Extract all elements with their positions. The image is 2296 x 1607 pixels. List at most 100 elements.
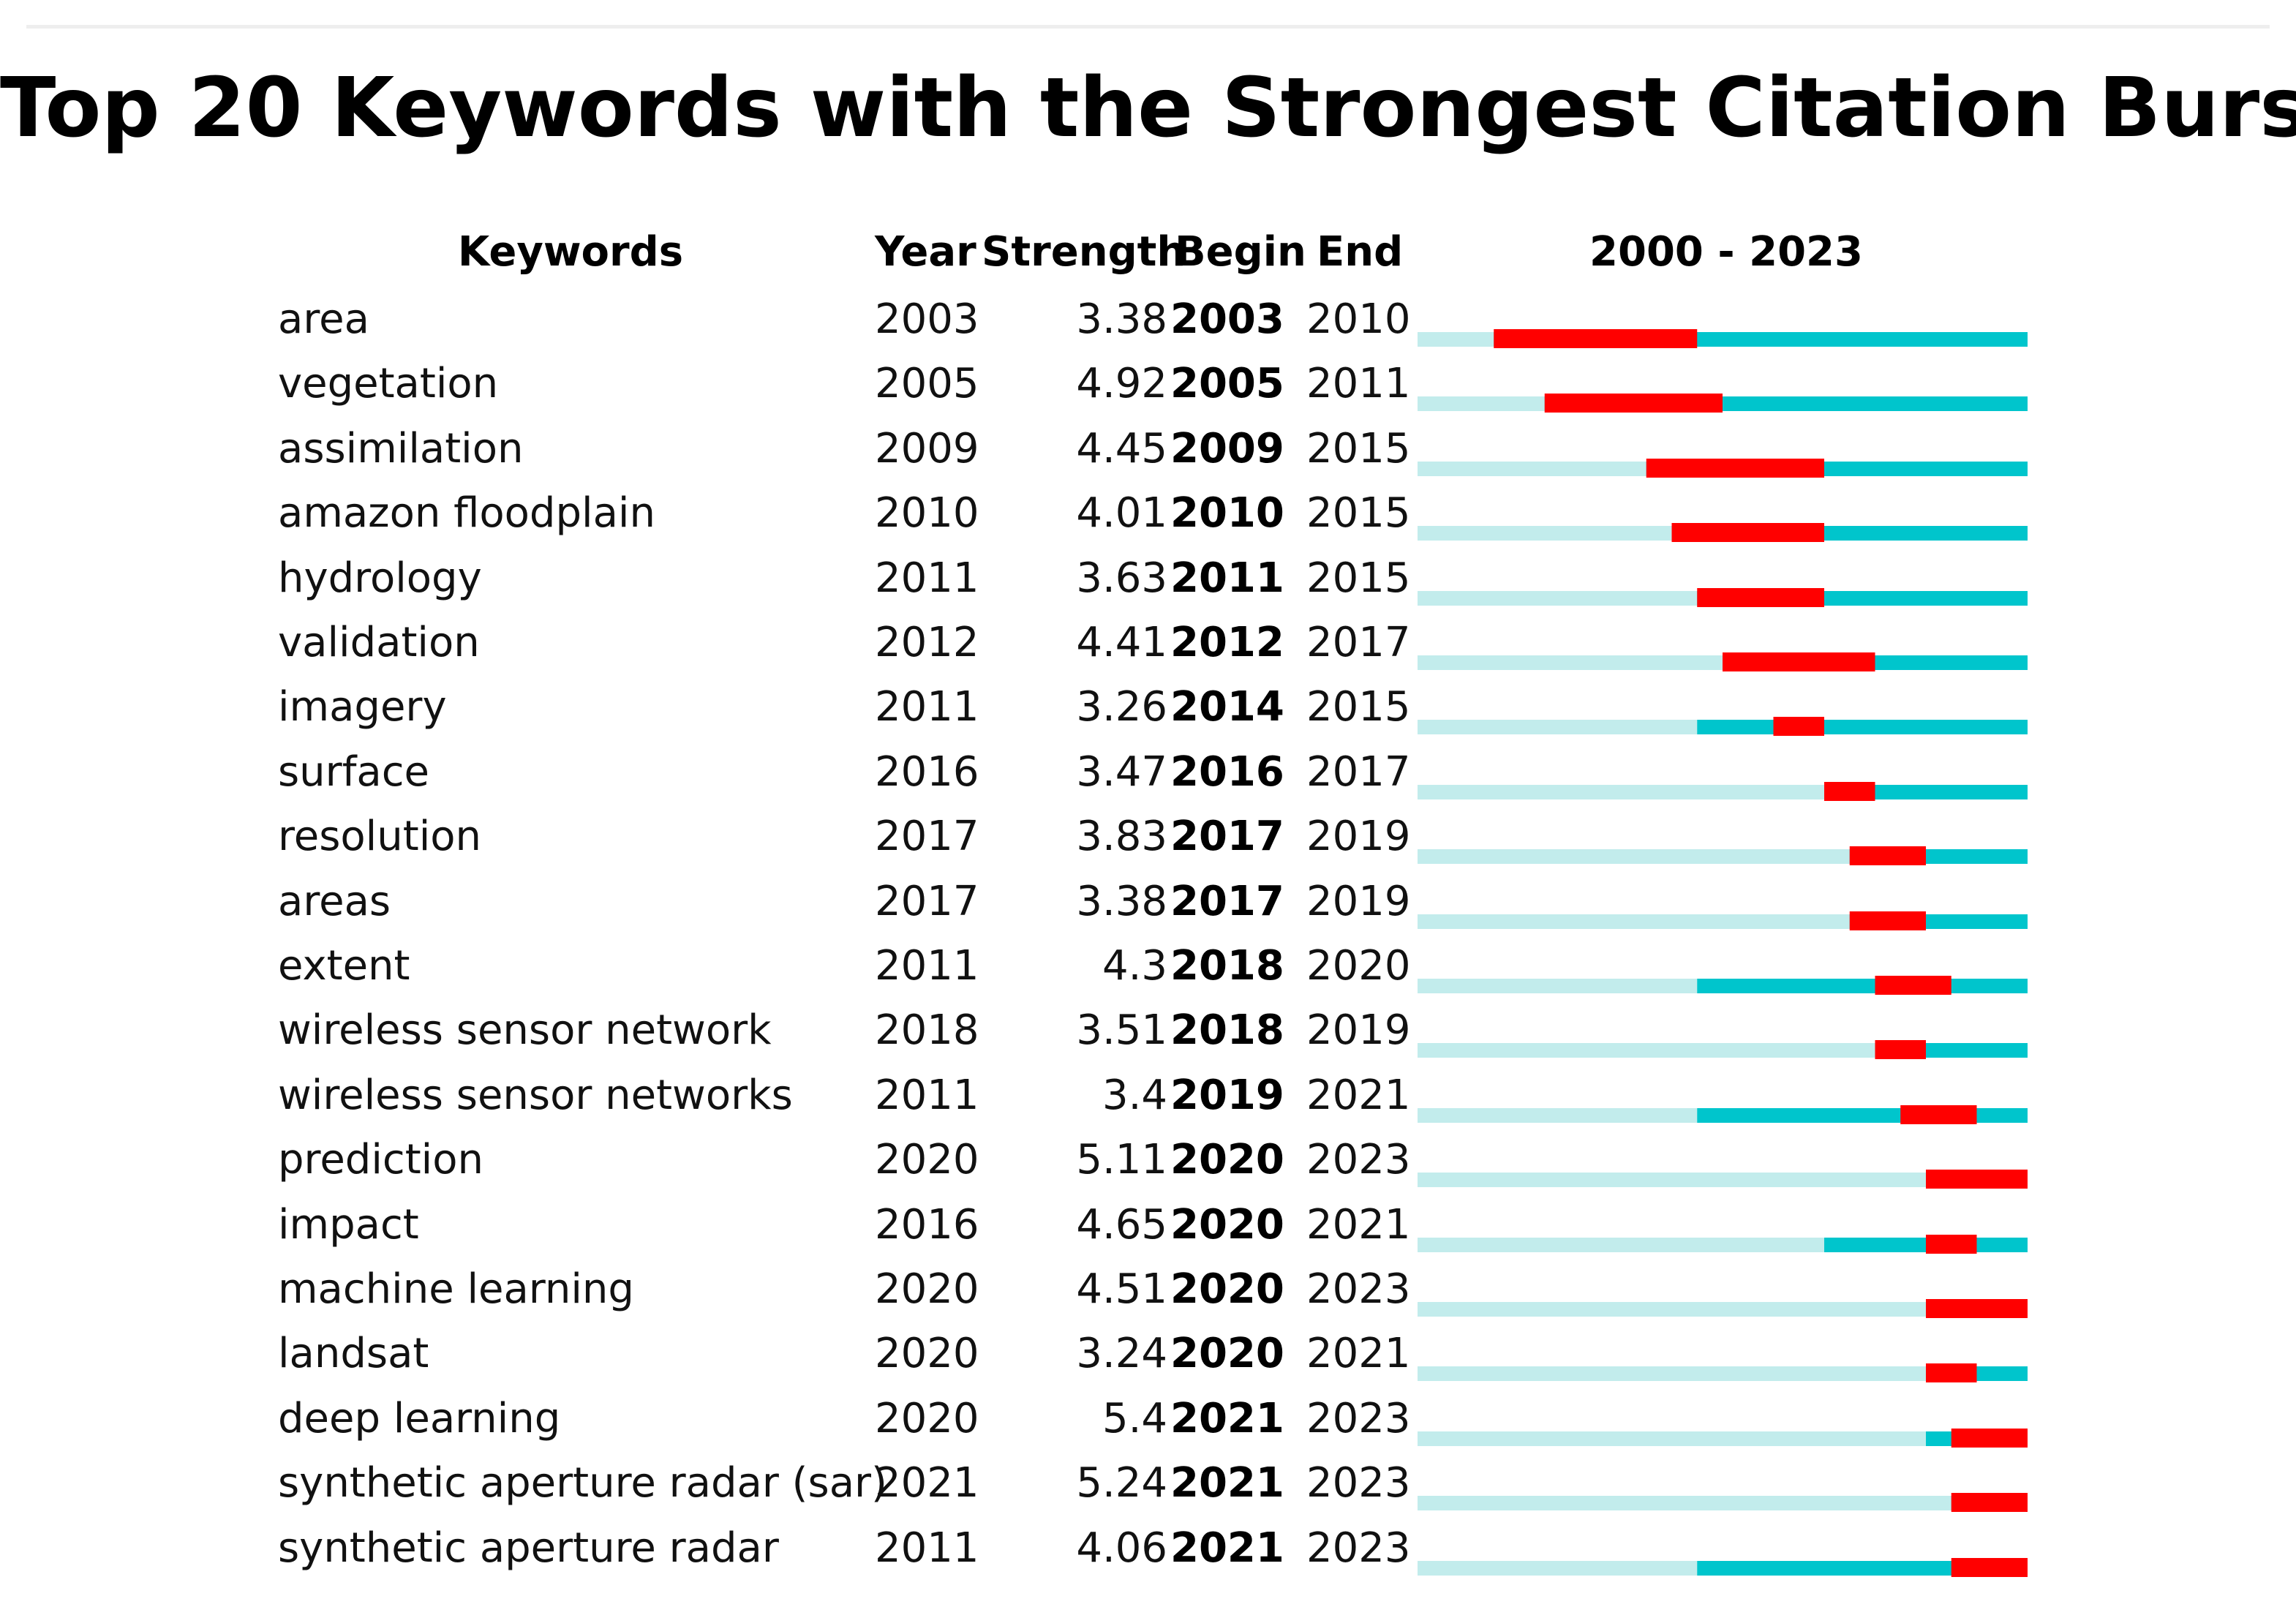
timeline-burst-segment	[1773, 717, 1824, 736]
timeline-burst-segment	[1849, 911, 1926, 930]
timeline-pre-segment	[1418, 591, 1698, 606]
timeline-active-segment	[1671, 526, 2028, 541]
burst-bar-group	[1418, 1170, 2028, 1189]
year-value: 2003	[875, 296, 979, 343]
timeline-active-segment	[1723, 655, 2028, 670]
end-value: 2019	[1306, 1006, 1411, 1054]
burst-bar-group	[1418, 976, 2028, 995]
burst-bar-group	[1418, 588, 2028, 607]
year-value: 2011	[875, 1524, 979, 1572]
end-value: 2021	[1306, 1201, 1411, 1249]
timeline-active-segment	[1926, 1431, 2028, 1446]
strength-value: 4.65	[1076, 1201, 1167, 1249]
strength-value: 3.47	[1076, 748, 1167, 796]
burst-bar-group	[1418, 1105, 2028, 1124]
keyword-label: imagery	[278, 683, 447, 731]
strength-value: 3.38	[1076, 878, 1167, 925]
timeline-pre-segment	[1418, 849, 1850, 864]
keyword-label: prediction	[278, 1136, 483, 1183]
end-value: 2010	[1306, 296, 1411, 343]
timeline-pre-segment	[1418, 1173, 1926, 1187]
keyword-label: synthetic aperture radar (sar)	[278, 1459, 887, 1507]
header-timeline-range: 2000 - 2023	[1589, 228, 1863, 276]
timeline-active-segment	[1926, 1302, 2028, 1317]
keyword-label: area	[278, 296, 369, 343]
burst-bar-group	[1418, 652, 2028, 671]
end-value: 2023	[1306, 1459, 1411, 1507]
keyword-label: areas	[278, 878, 391, 925]
header-end: End	[1317, 228, 1404, 276]
burst-bar-group	[1418, 394, 2028, 413]
burst-bar-group	[1418, 1040, 2028, 1059]
timeline-active-segment	[1849, 914, 2028, 929]
year-value: 2011	[875, 683, 979, 731]
timeline-burst-segment	[1900, 1105, 1977, 1124]
timeline-pre-segment	[1418, 1108, 1698, 1123]
timeline-pre-segment	[1418, 914, 1850, 929]
end-value: 2021	[1306, 1072, 1411, 1119]
timeline-active-segment	[1926, 1173, 2028, 1187]
timeline-active-segment	[1697, 1561, 2028, 1576]
timeline-pre-segment	[1418, 655, 1723, 670]
year-value: 2020	[875, 1265, 979, 1313]
timeline-pre-segment	[1418, 785, 1824, 799]
year-value: 2012	[875, 619, 979, 666]
timeline-active-segment	[1926, 1366, 2028, 1381]
keyword-label: landsat	[278, 1330, 429, 1377]
timeline-pre-segment	[1418, 1302, 1926, 1317]
timeline-active-segment	[1697, 979, 2028, 993]
strength-value: 3.4	[1102, 1072, 1167, 1119]
begin-value: 2003	[1170, 296, 1284, 343]
timeline-active-segment	[1824, 1238, 2028, 1252]
begin-value: 2010	[1170, 489, 1284, 537]
timeline-active-segment	[1697, 591, 2028, 606]
begin-value: 2021	[1170, 1459, 1284, 1507]
begin-value: 2020	[1170, 1201, 1284, 1249]
strength-value: 3.63	[1076, 554, 1167, 602]
begin-value: 2016	[1170, 748, 1284, 796]
keyword-label: resolution	[278, 813, 482, 860]
burst-bar-group	[1418, 1493, 2028, 1512]
begin-value: 2017	[1170, 878, 1284, 925]
begin-value: 2018	[1170, 942, 1284, 990]
burst-bar-group	[1418, 523, 2028, 542]
end-value: 2011	[1306, 360, 1411, 407]
timeline-burst-segment	[1824, 782, 1875, 801]
timeline-active-segment	[1824, 785, 2028, 799]
strength-value: 3.38	[1076, 296, 1167, 343]
keyword-label: impact	[278, 1201, 419, 1249]
year-value: 2020	[875, 1395, 979, 1442]
begin-value: 2018	[1170, 1006, 1284, 1054]
keyword-label: amazon floodplain	[278, 489, 655, 537]
year-value: 2010	[875, 489, 979, 537]
strength-value: 4.45	[1076, 425, 1167, 473]
timeline-active-segment	[1544, 396, 2028, 411]
keyword-label: assimilation	[278, 425, 524, 473]
burst-bar-group	[1418, 1363, 2028, 1382]
keyword-label: machine learning	[278, 1265, 634, 1313]
timeline-burst-segment	[1951, 1558, 2028, 1577]
year-value: 2011	[875, 554, 979, 602]
timeline-active-segment	[1849, 849, 2028, 864]
timeline-pre-segment	[1418, 526, 1672, 541]
timeline-active-segment	[1951, 1496, 2028, 1510]
keyword-label: extent	[278, 942, 410, 990]
header-year: Year	[875, 228, 976, 276]
year-value: 2018	[875, 1006, 979, 1054]
timeline-burst-segment	[1951, 1493, 2028, 1512]
strength-value: 5.4	[1102, 1395, 1167, 1442]
begin-value: 2020	[1170, 1330, 1284, 1377]
year-value: 2017	[875, 878, 979, 925]
timeline-burst-segment	[1723, 652, 1875, 671]
end-value: 2023	[1306, 1524, 1411, 1572]
timeline-active-segment	[1697, 1108, 2028, 1123]
strength-value: 3.26	[1076, 683, 1167, 731]
timeline-pre-segment	[1418, 1496, 1951, 1510]
strength-value: 5.11	[1076, 1136, 1167, 1183]
begin-value: 2005	[1170, 360, 1284, 407]
strength-value: 4.01	[1076, 489, 1167, 537]
timeline-burst-segment	[1875, 1040, 1926, 1059]
year-value: 2020	[875, 1136, 979, 1183]
begin-value: 2021	[1170, 1524, 1284, 1572]
strength-value: 4.92	[1076, 360, 1167, 407]
